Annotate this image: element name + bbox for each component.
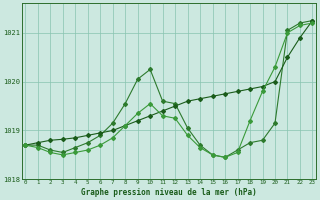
- X-axis label: Graphe pression niveau de la mer (hPa): Graphe pression niveau de la mer (hPa): [81, 188, 257, 197]
